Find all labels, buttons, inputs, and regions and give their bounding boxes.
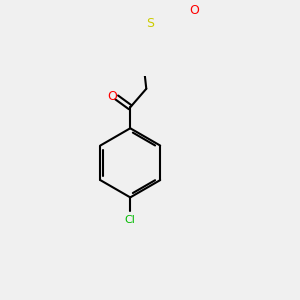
Text: Cl: Cl [125, 215, 136, 225]
Text: O: O [107, 90, 117, 103]
Text: S: S [146, 17, 154, 30]
Text: O: O [189, 4, 199, 17]
